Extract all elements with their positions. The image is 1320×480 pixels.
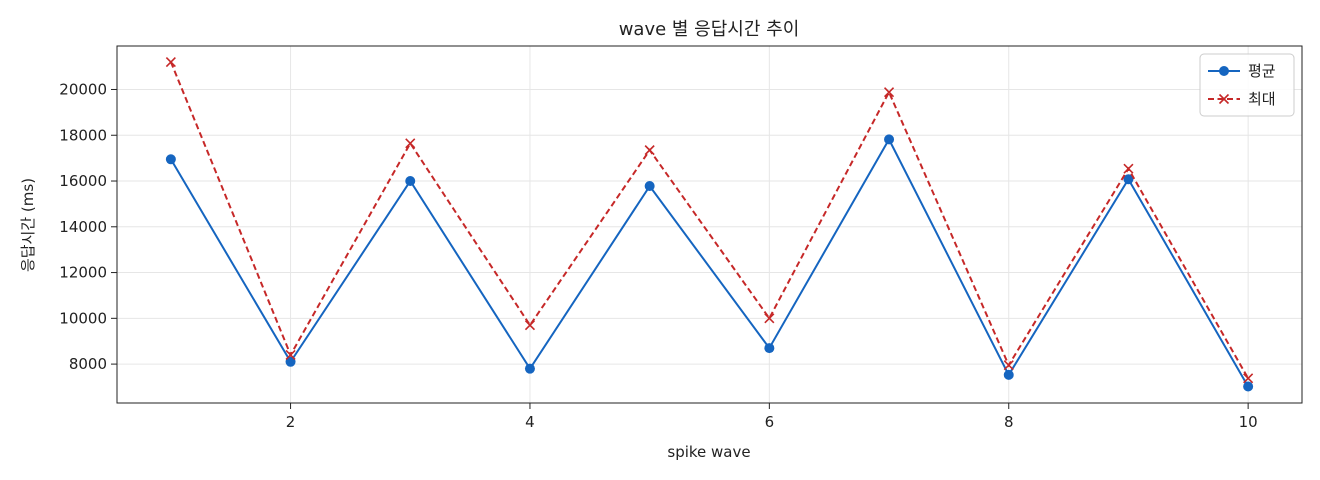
y-tick-label: 16000 <box>59 172 107 190</box>
legend-box <box>1199 53 1295 117</box>
grid <box>117 46 1302 403</box>
x-tick-label: 4 <box>525 413 535 431</box>
x-tick-label: 8 <box>1004 413 1014 431</box>
y-tick-label: 18000 <box>59 126 107 144</box>
series-1-line <box>170 137 1249 388</box>
plot-frame <box>116 45 1303 404</box>
series-2-point <box>644 145 655 156</box>
y-tick-label: 10000 <box>59 309 107 327</box>
series-1-point <box>165 154 176 165</box>
series-1-point <box>405 176 416 187</box>
legend-marker-2 <box>1218 93 1230 105</box>
series-1 <box>165 134 1254 392</box>
marker-x-stroke <box>1123 163 1134 174</box>
series-1-point <box>285 356 296 367</box>
y-tick-label: 12000 <box>59 264 107 282</box>
series-2-point <box>883 87 895 98</box>
x-tick-label: 2 <box>286 413 296 431</box>
series-2-point <box>285 349 296 361</box>
marker-x-stroke <box>285 349 296 361</box>
series-1-point <box>884 134 895 145</box>
series-layer <box>165 56 1254 392</box>
marker-x-stroke <box>1218 93 1230 105</box>
series-1-point <box>644 181 655 192</box>
marker-x-stroke <box>1003 360 1014 371</box>
legend-label-2: 최대 <box>1248 90 1276 108</box>
marker-x-stroke <box>883 87 895 98</box>
series-2-point <box>524 320 536 331</box>
series-2-point <box>1243 373 1254 384</box>
series-1-point <box>1243 381 1254 392</box>
series-2-point <box>165 56 176 68</box>
legend-label-1: 평균 <box>1248 62 1276 80</box>
legend-marker-1 <box>1219 66 1229 76</box>
series-2-point <box>405 138 416 149</box>
marker-x-stroke <box>644 145 655 156</box>
marker-x-stroke <box>524 320 536 331</box>
x-tick-label: 6 <box>765 413 775 431</box>
series-2-point <box>1003 360 1014 371</box>
series-2-point <box>764 313 775 324</box>
y-tick-label: 14000 <box>59 218 107 236</box>
series-1-point <box>764 343 775 354</box>
series-2-line <box>169 61 1249 379</box>
x-axis-title: spike wave <box>667 443 750 461</box>
series-2 <box>165 56 1254 384</box>
marker-x-stroke <box>764 313 775 324</box>
series-1-point <box>524 363 535 374</box>
series-2-point <box>1123 163 1134 174</box>
ticks: 2 4 6 8 10 8000 10000 12000 14000 16000 18000 20000 <box>59 80 1257 431</box>
series-1-point <box>1123 174 1134 185</box>
y-tick-label: 20000 <box>59 80 107 98</box>
y-tick-label: 8000 <box>69 355 107 373</box>
marker-x-stroke <box>165 56 176 68</box>
series-1-point <box>1003 369 1014 380</box>
x-tick-label: 10 <box>1239 413 1258 431</box>
marker-x-stroke <box>405 138 416 149</box>
marker-x-stroke <box>1243 373 1254 384</box>
chart-title: wave 별 응답시간 추이 <box>619 19 800 40</box>
y-axis-title: 응답시간 (ms) <box>19 178 37 272</box>
